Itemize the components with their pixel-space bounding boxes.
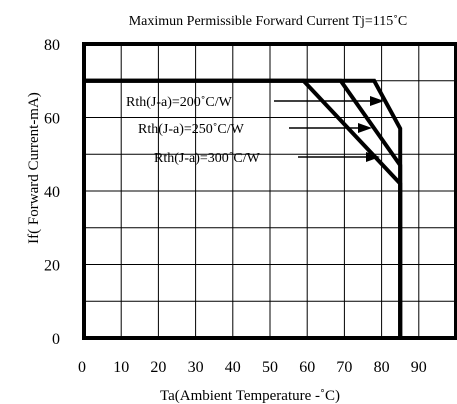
- x-tick-label: 90: [411, 359, 427, 376]
- x-tick-label: 0: [78, 359, 86, 376]
- y-tick-label: 60: [44, 111, 60, 128]
- x-tick-label: 80: [374, 359, 390, 376]
- series-line-2: [84, 78, 403, 338]
- annotations: Rth(J-a)=200˚C/W Rth(J-a)=250˚C/W Rth(J-a)…: [126, 95, 384, 166]
- x-tick-label: 50: [262, 359, 278, 376]
- x-tick-label: 20: [150, 359, 166, 376]
- series-line-3: [84, 78, 403, 338]
- x-axis-label: Ta(Ambient Temperature -˚C): [160, 388, 340, 404]
- x-tick-label: 30: [188, 359, 204, 376]
- x-tick-label: 70: [336, 359, 352, 376]
- y-tick-label: 40: [44, 184, 60, 201]
- series-annotation: Rth(J-a)=250˚C/W: [138, 122, 245, 137]
- chart-title: Maximun Permissible Forward Current Tj=1…: [129, 14, 408, 29]
- x-tick-label: 60: [299, 359, 315, 376]
- y-axis-label: If( Forward Current-mA): [26, 92, 42, 244]
- y-tick-label: 80: [44, 37, 60, 54]
- arrow-head-icon: [366, 152, 380, 162]
- arrow-head-icon: [358, 123, 372, 133]
- series-line-1: [84, 78, 403, 338]
- curves: [84, 78, 403, 338]
- x-tick-label: 10: [113, 359, 129, 376]
- arrow-head-icon: [370, 96, 384, 106]
- plot-frame: [82, 42, 457, 340]
- y-tick-label: 20: [44, 258, 60, 275]
- series-annotation: Rth(J-a)=300˚C/W: [154, 151, 261, 166]
- series-annotation: Rth(J-a)=200˚C/W: [126, 95, 233, 110]
- x-tick-label: 40: [225, 359, 241, 376]
- y-tick-label: 0: [52, 331, 60, 348]
- tick-labels: 0 10 20 30 40 50 60 70 80 90 0 20 40 60 80: [44, 37, 427, 376]
